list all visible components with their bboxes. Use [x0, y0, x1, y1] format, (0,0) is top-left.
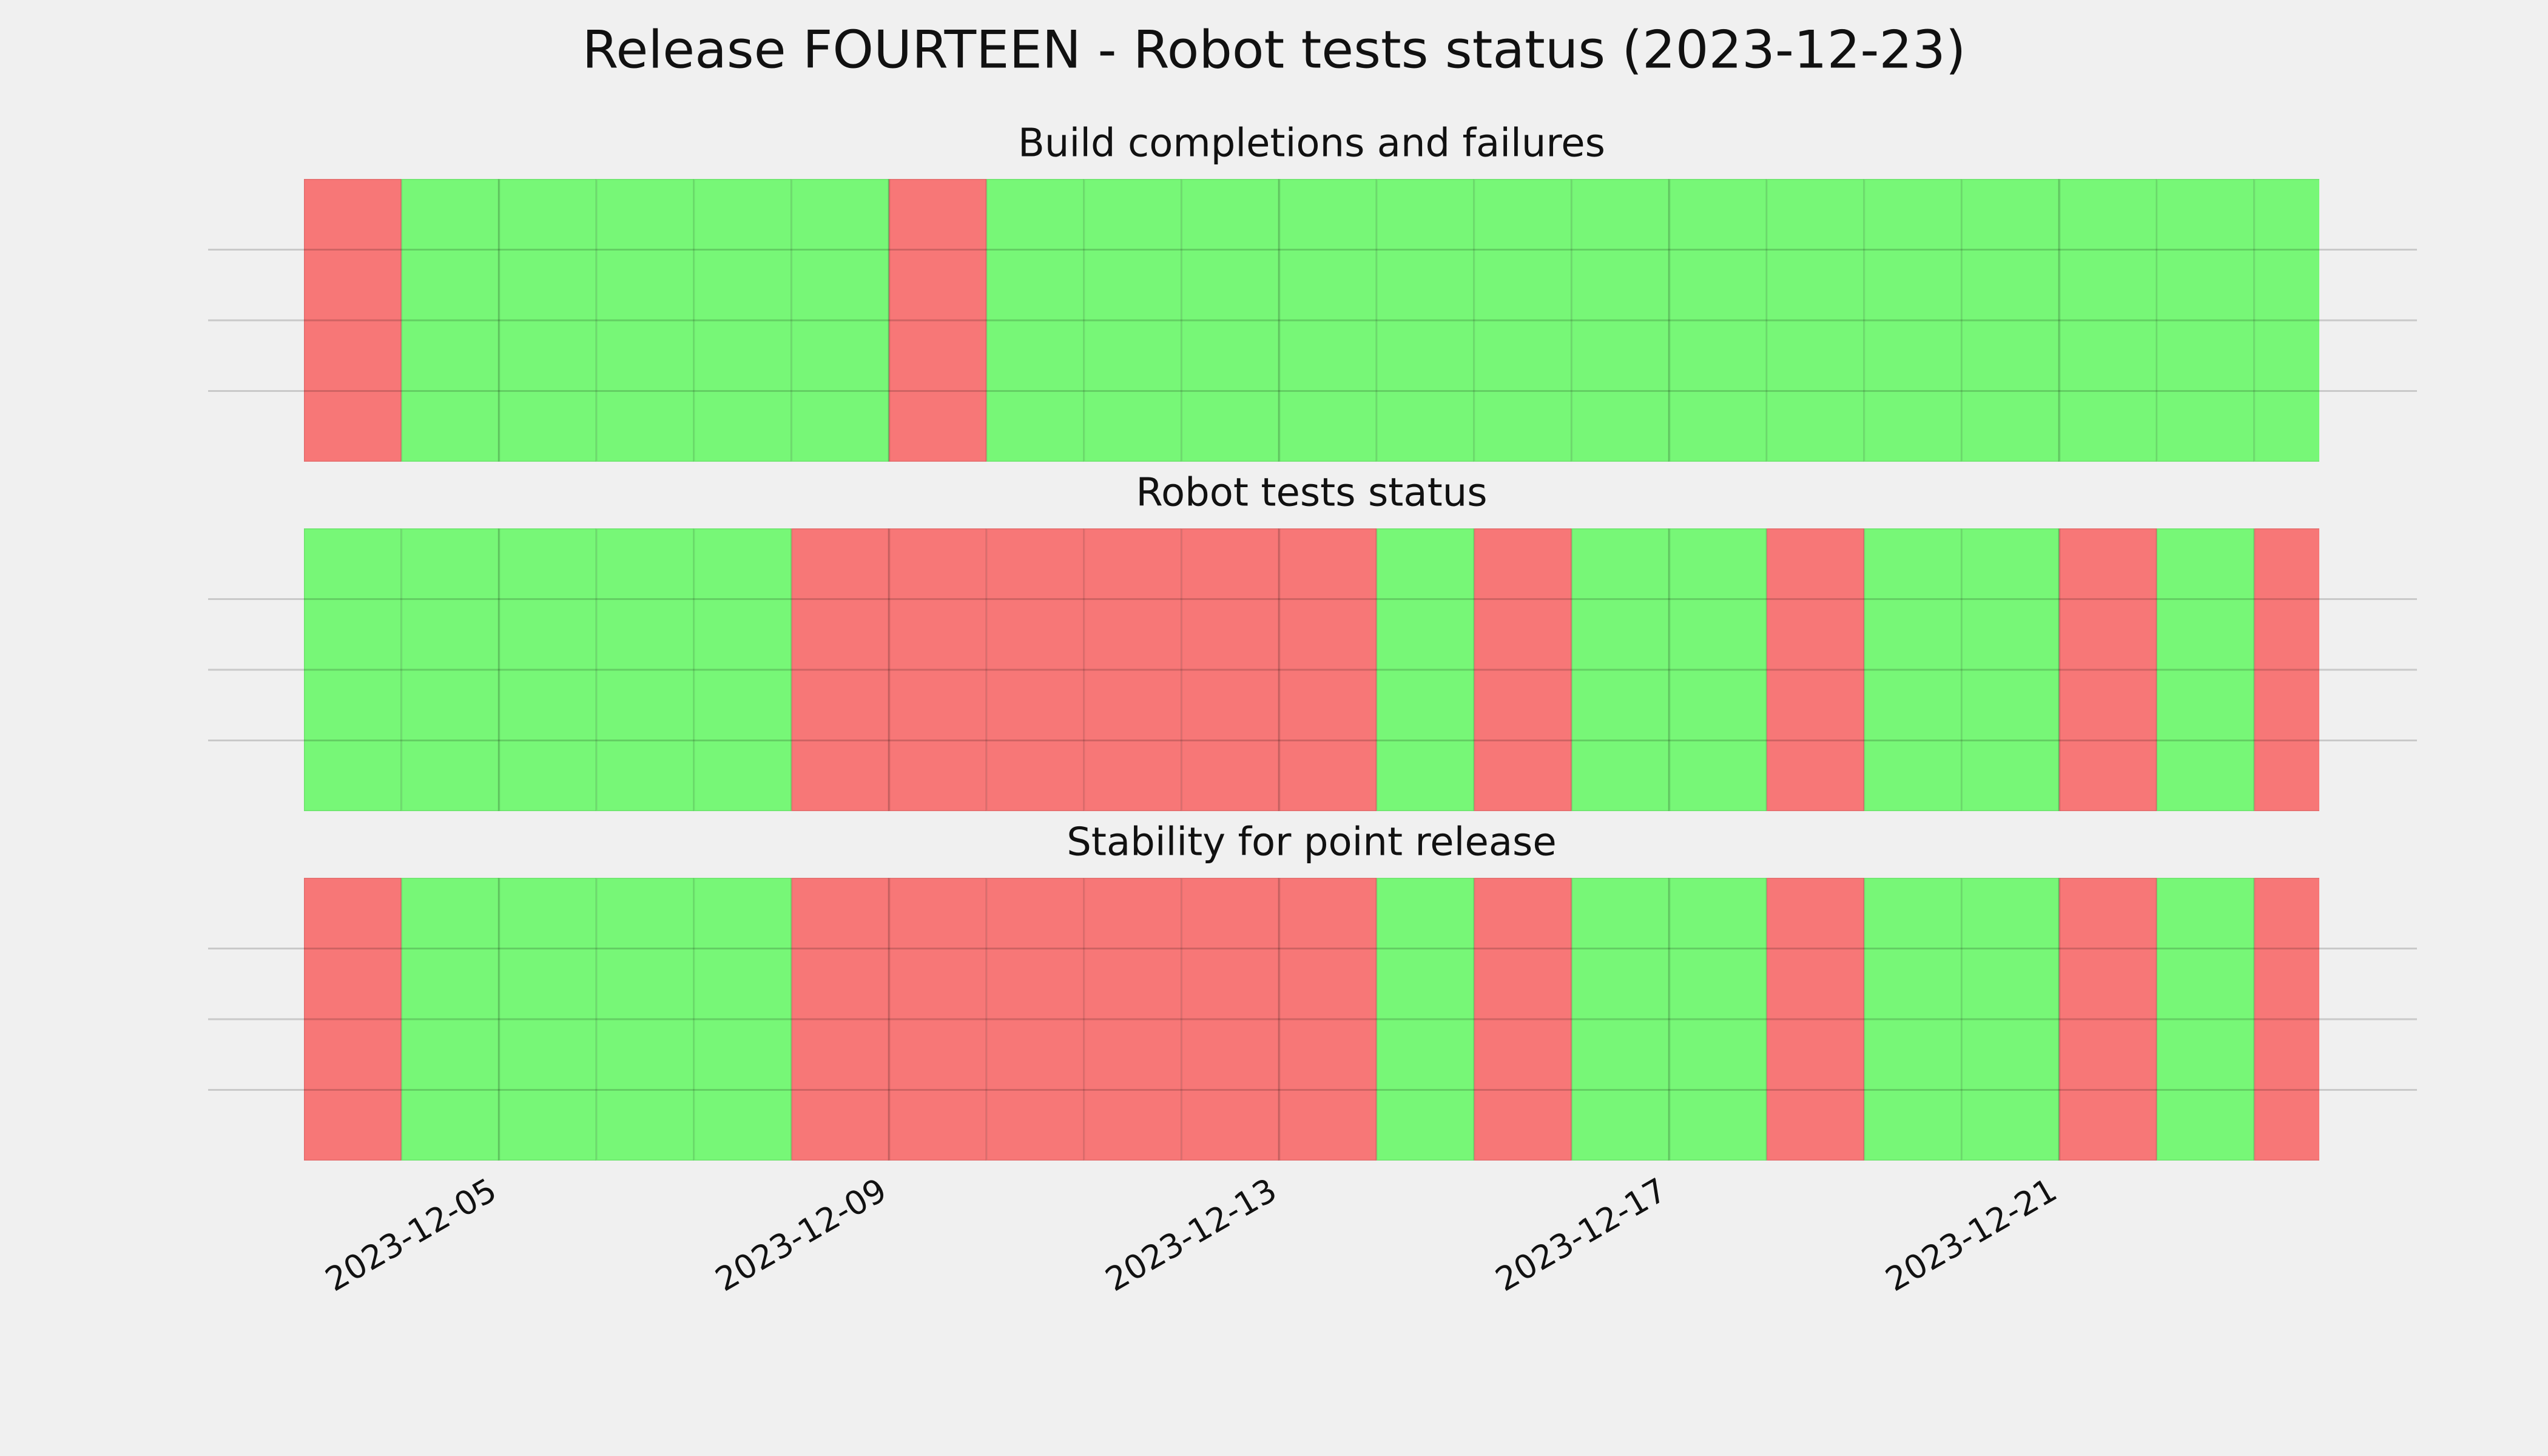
status-span — [1571, 179, 1670, 462]
status-span — [1083, 528, 1183, 811]
status-span — [304, 179, 403, 462]
status-span — [1278, 878, 1378, 1161]
chart-title: Release FOURTEEN - Robot tests status (2… — [582, 19, 1966, 80]
status-span — [400, 878, 500, 1161]
status-span — [888, 528, 988, 811]
status-span — [1375, 878, 1475, 1161]
status-span — [1473, 179, 1573, 462]
status-span — [1375, 528, 1475, 811]
status-span — [693, 179, 793, 462]
subplot-title: Stability for point release — [1067, 820, 1557, 865]
status-span — [1863, 878, 1963, 1161]
status-span — [1181, 179, 1280, 462]
status-span — [1571, 528, 1670, 811]
status-span — [790, 878, 890, 1161]
status-span — [595, 179, 695, 462]
status-span — [1375, 179, 1475, 462]
status-span — [1961, 179, 2060, 462]
status-span — [2253, 179, 2319, 462]
status-span — [2155, 878, 2256, 1161]
spans — [304, 528, 2319, 811]
status-span — [1668, 878, 1768, 1161]
status-span — [1765, 878, 1866, 1161]
status-span — [693, 528, 793, 811]
status-span — [1961, 878, 2060, 1161]
subplot-title: Robot tests status — [1136, 471, 1487, 516]
status-span — [1473, 878, 1573, 1161]
subplot-title: Build completions and failures — [1018, 121, 1605, 166]
spans — [304, 179, 2319, 462]
status-span — [400, 528, 500, 811]
status-span — [985, 878, 1085, 1161]
status-span — [2058, 179, 2158, 462]
status-span — [985, 179, 1085, 462]
status-span — [1278, 528, 1378, 811]
status-span — [2155, 528, 2256, 811]
status-span — [1571, 878, 1670, 1161]
status-span — [1961, 528, 2060, 811]
status-span — [693, 878, 793, 1161]
status-span — [1083, 878, 1183, 1161]
status-span — [888, 179, 988, 462]
status-span — [497, 528, 598, 811]
spans — [304, 878, 2319, 1161]
status-span — [1765, 179, 1866, 462]
status-span — [1083, 179, 1183, 462]
status-span — [2253, 528, 2319, 811]
status-span — [2253, 878, 2319, 1161]
status-span — [985, 528, 1085, 811]
status-span — [1863, 528, 1963, 811]
status-span — [1181, 528, 1280, 811]
status-span — [2155, 179, 2256, 462]
status-span — [1278, 179, 1378, 462]
status-span — [304, 878, 403, 1161]
status-span — [1181, 878, 1280, 1161]
status-span — [1765, 528, 1866, 811]
